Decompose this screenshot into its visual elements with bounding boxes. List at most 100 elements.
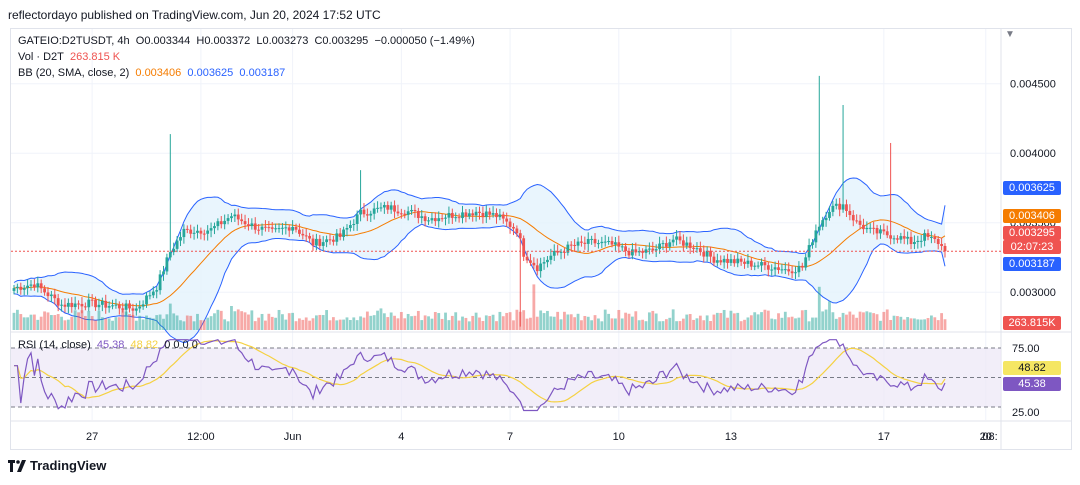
candle-body <box>260 226 264 230</box>
candle-body <box>518 233 522 239</box>
candle-body <box>447 212 451 218</box>
candle-body <box>179 237 182 241</box>
volume-bar <box>787 317 791 330</box>
rsi-legend[interactable]: RSI (14, close) 45.38 48.82 0 0 0 0 <box>18 339 198 351</box>
volume-bar <box>834 318 838 330</box>
candle-body <box>481 212 485 218</box>
bb-upper-tag: 0.003625 <box>1003 181 1061 195</box>
volume-bar <box>457 320 461 330</box>
candle-body <box>889 235 893 239</box>
rsi-label: RSI (14, close) <box>18 339 91 351</box>
rsi-tick-label: 75.00 <box>1012 343 1040 355</box>
candle-body <box>797 265 801 273</box>
candle-body <box>70 302 74 308</box>
candle-body <box>532 262 536 266</box>
candle-body <box>879 229 882 234</box>
volume-bar <box>698 315 702 330</box>
candle-body <box>60 304 63 306</box>
volume-legend[interactable]: Vol · D2T 263.815 K <box>18 51 120 63</box>
volume-bar <box>179 320 182 330</box>
candle-body <box>498 214 502 218</box>
candle-body <box>535 265 539 272</box>
candle-body <box>202 233 206 235</box>
volume-bar <box>661 321 665 330</box>
candle-body <box>281 227 284 229</box>
volume-bar <box>464 317 468 330</box>
candle-body <box>267 227 271 229</box>
volume-bar <box>678 321 682 330</box>
volume-bar <box>930 315 933 330</box>
candle-body <box>134 308 138 311</box>
candle-body <box>359 209 362 215</box>
candle-body <box>923 233 927 241</box>
candle-body <box>848 210 852 215</box>
candle-body <box>576 241 580 246</box>
volume-bar <box>889 319 893 330</box>
tradingview-footer[interactable]: TradingView <box>8 458 106 473</box>
volume-bar <box>274 317 278 330</box>
bb-legend[interactable]: BB (20, SMA, close, 2) 0.003406 0.003625… <box>18 67 285 79</box>
candle-body <box>495 213 498 218</box>
volume-value: 263.815 K <box>69 51 121 63</box>
volume-bar <box>168 303 172 330</box>
brand-name: TradingView <box>30 458 107 473</box>
candle-body <box>406 211 410 215</box>
bb-fill-area <box>14 178 945 343</box>
volume-bar <box>372 315 376 330</box>
candle-body <box>637 251 641 253</box>
volume-bar <box>39 316 43 330</box>
volume-bar <box>43 311 46 330</box>
candle-body <box>719 260 723 263</box>
volume-bar <box>902 319 906 330</box>
volume-bar <box>681 318 685 330</box>
candle-body <box>933 236 937 240</box>
volume-bar <box>281 314 284 330</box>
candle-body <box>542 262 546 264</box>
candle-body <box>168 252 172 258</box>
volume-bar <box>746 317 750 330</box>
volume-label: Vol · D2T <box>18 51 64 63</box>
volume-bar <box>780 317 784 330</box>
candle-body <box>138 306 142 309</box>
candle-body <box>875 227 879 234</box>
volume-bar <box>260 313 264 330</box>
candle-body <box>794 272 797 274</box>
candle-body <box>277 228 281 230</box>
volume-bar <box>790 316 794 330</box>
volume-bar <box>301 319 305 330</box>
volume-bar <box>277 309 281 330</box>
volume-bar <box>328 320 332 330</box>
candle-body <box>393 205 396 212</box>
volume-bar <box>760 312 763 330</box>
candle-body <box>124 303 128 310</box>
volume-bar <box>783 311 787 330</box>
volume-bar <box>743 319 746 330</box>
candle-body <box>66 302 70 307</box>
candle-body <box>916 240 920 242</box>
candle-body <box>454 217 458 219</box>
volume-bar <box>158 314 162 330</box>
volume-bar <box>828 301 831 330</box>
open-value: 0.003344 <box>144 35 191 47</box>
chevron-down-icon[interactable]: ▼ <box>1005 29 1015 40</box>
candle-body <box>614 242 617 245</box>
volume-bar <box>794 318 797 330</box>
candle-body <box>162 271 165 275</box>
candle-body <box>943 245 947 252</box>
candle-body <box>423 216 427 222</box>
volume-bar <box>46 312 50 330</box>
volume-bar <box>559 319 563 330</box>
candle-body <box>243 221 247 225</box>
candle-body <box>807 245 811 258</box>
symbol-label[interactable]: GATEIO:D2TUSDT, 4h <box>18 35 130 47</box>
volume-bar <box>777 313 780 330</box>
volume-bar <box>644 321 648 330</box>
candle-body <box>811 242 814 246</box>
volume-bar <box>423 315 427 330</box>
candle-body <box>315 238 318 246</box>
candle-body <box>19 286 23 290</box>
volume-bar <box>821 311 825 330</box>
volume-bar <box>936 320 940 330</box>
time-tick-label: 20 <box>980 431 992 443</box>
